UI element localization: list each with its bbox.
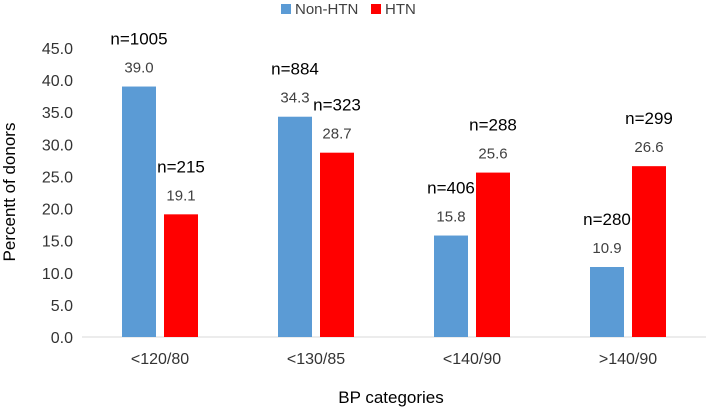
bar: [320, 152, 354, 337]
bars: [122, 86, 666, 338]
bar: [590, 266, 624, 337]
n-label: n=299: [625, 109, 673, 128]
x-axis-title: BP categories: [338, 388, 444, 407]
bar: [434, 235, 468, 337]
data-labels: 39.0 n=1005 19.1 n=215 34.3 n=884 28.7 n=323 15.…: [110, 30, 672, 257]
y-axis-ticks: 0.0 5.0 10.0 15.0 20.0 25.0 30.0 35.0 40.0 45.0: [42, 41, 73, 347]
value-label: 26.6: [634, 139, 663, 156]
n-label: n=280: [583, 210, 631, 229]
x-tick-label: >140/90: [599, 351, 657, 368]
value-label: 34.3: [280, 90, 309, 107]
value-label: 15.8: [436, 209, 465, 226]
y-tick-label: 10.0: [42, 266, 73, 283]
n-label: n=323: [313, 96, 361, 115]
y-tick-label: 20.0: [42, 202, 73, 219]
y-tick-label: 45.0: [42, 41, 73, 58]
x-axis-ticks: <120/80 <130/85 <140/90 >140/90: [131, 351, 657, 368]
y-tick-label: 35.0: [42, 105, 73, 122]
x-tick-label: <120/80: [131, 351, 189, 368]
y-tick-label: 0.0: [51, 330, 73, 347]
y-tick-label: 30.0: [42, 137, 73, 154]
legend: Non-HTN HTN: [281, 1, 416, 18]
y-tick-label: 40.0: [42, 73, 73, 90]
bar: [164, 214, 198, 337]
bar: [278, 116, 312, 338]
legend-swatch-htn: [371, 4, 381, 14]
y-tick-label: 25.0: [42, 169, 73, 186]
n-label: n=884: [271, 60, 319, 79]
legend-label-non-htn: Non-HTN: [295, 1, 358, 18]
legend-label-htn: HTN: [385, 1, 416, 18]
y-axis-title: Percentt of donors: [0, 123, 19, 262]
bar: [632, 166, 666, 337]
n-label: n=1005: [110, 30, 167, 49]
value-label: 19.1: [166, 187, 195, 204]
value-label: 10.9: [592, 240, 621, 257]
value-label: 28.7: [322, 126, 351, 143]
value-label: 25.6: [478, 146, 507, 163]
bar: [476, 172, 510, 337]
n-label: n=288: [469, 116, 517, 135]
x-tick-label: <130/85: [287, 351, 345, 368]
y-tick-label: 5.0: [51, 298, 73, 315]
bar: [122, 86, 156, 338]
n-label: n=406: [427, 179, 475, 198]
legend-swatch-non-htn: [281, 4, 291, 14]
y-tick-label: 15.0: [42, 234, 73, 251]
n-label: n=215: [157, 157, 205, 176]
value-label: 39.0: [124, 60, 153, 77]
x-tick-label: <140/90: [443, 351, 501, 368]
